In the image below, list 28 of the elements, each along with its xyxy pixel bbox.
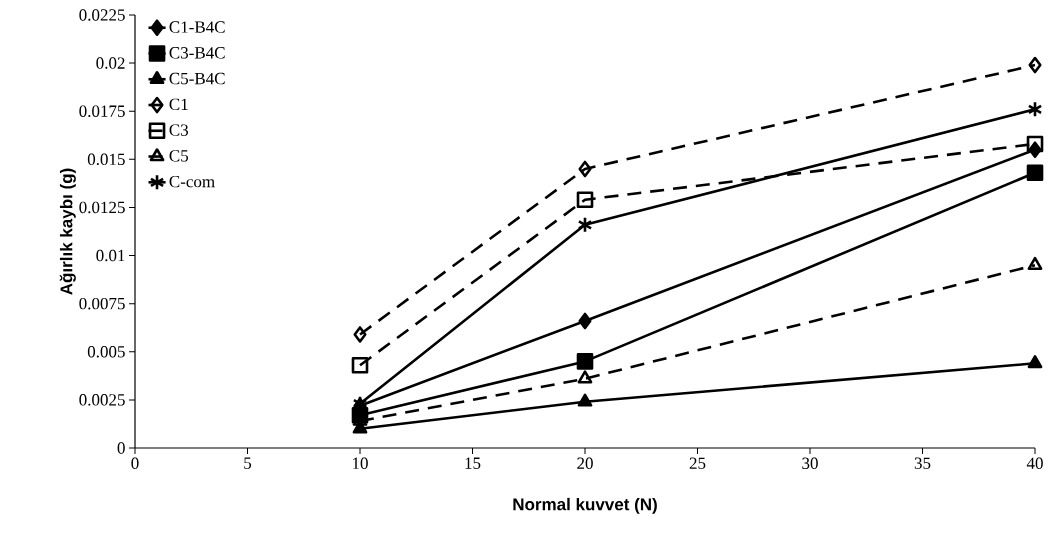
y-tick-label: 0.01: [96, 249, 125, 262]
x-tick-label: 35: [914, 457, 931, 469]
y-tick-label: 0.0025: [79, 394, 125, 406]
legend-label: C-com: [169, 175, 215, 188]
y-tick-label: 0.02: [96, 57, 125, 69]
y-axis-title: Ağırlık kaybı (g): [59, 168, 76, 295]
x-tick-label: 5: [244, 457, 252, 469]
x-tick-label: 15: [465, 457, 481, 469]
x-tick-label: 0: [131, 457, 139, 470]
y-tick-label: 0.0225: [79, 9, 125, 21]
y-tick-label: 0.005: [87, 346, 125, 358]
legend-label: C1: [169, 98, 188, 111]
legend-label: C5-B4C: [169, 72, 225, 85]
y-tick-label: 0.0125: [79, 201, 125, 214]
x-tick-label: 30: [802, 457, 818, 470]
legend-label: C1-B4C: [169, 21, 225, 33]
legend-label: C5: [169, 150, 189, 162]
x-tick-label: 10: [353, 457, 368, 470]
y-tick-label: 0.015: [87, 153, 125, 166]
y-tick-label: 0: [117, 442, 125, 454]
x-tick-label: 25: [689, 457, 706, 469]
legend-label: C3-B4C: [169, 47, 225, 59]
x-tick-label: 20: [577, 457, 593, 470]
y-tick-label: 0.0175: [79, 105, 125, 117]
x-tick-label: 40: [1026, 457, 1043, 470]
y-tick-label: 0.0075: [79, 297, 125, 310]
x-axis-title: Normal kuvvet (N): [513, 497, 657, 514]
legend-label: C3: [169, 124, 189, 136]
